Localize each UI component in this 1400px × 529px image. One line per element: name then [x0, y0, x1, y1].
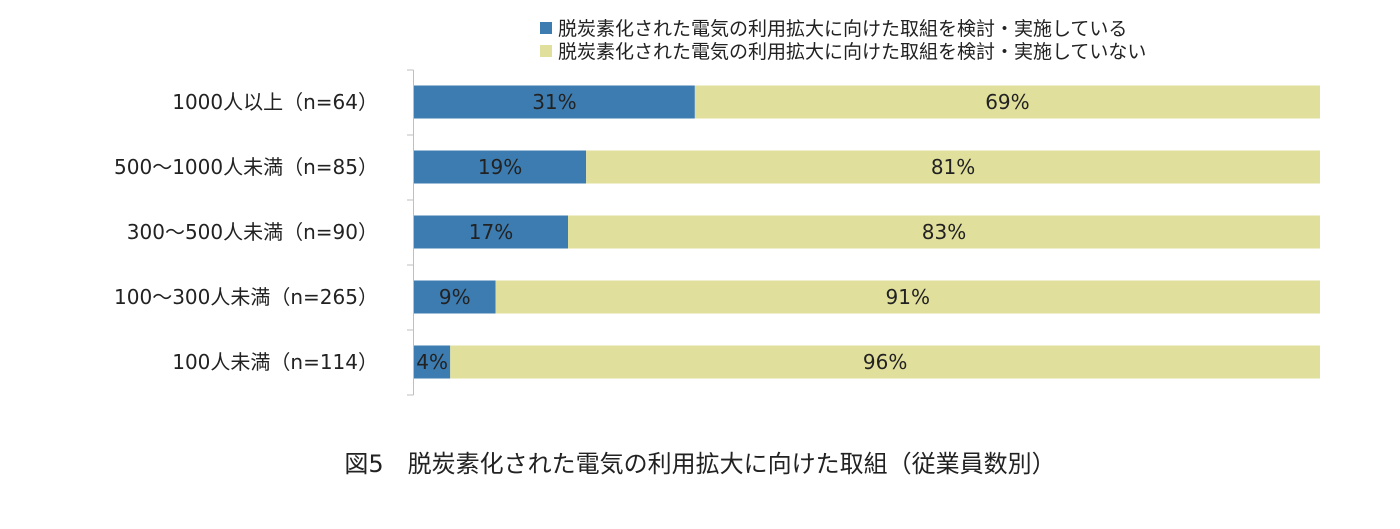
bar-segment-series-1 — [414, 85, 695, 119]
chart-legend: 脱炭素化された電気の利用拡大に向けた取組を検討・実施している脱炭素化された電気の… — [540, 18, 1146, 63]
data-label: 96% — [863, 350, 907, 374]
data-label: 4% — [416, 350, 448, 374]
stacked-bar-chart: 脱炭素化された電気の利用拡大に向けた取組を検討・実施している脱炭素化された電気の… — [114, 18, 1320, 396]
category-label: 1000人以上（n=64） — [172, 90, 378, 114]
bar-segment-series-1 — [414, 215, 569, 249]
category-label: 100～300人未満（n=265） — [114, 285, 378, 309]
data-label: 31% — [532, 90, 576, 114]
data-label: 17% — [469, 220, 513, 244]
legend-label-1: 脱炭素化された電気の利用拡大に向けた取組を検討・実施している — [558, 18, 1127, 40]
data-label: 81% — [931, 155, 975, 179]
category-label: 100人未満（n=114） — [172, 350, 378, 374]
bar-segment-series-1 — [414, 280, 496, 314]
category-label: 300～500人未満（n=90） — [127, 220, 378, 244]
legend-swatch-2 — [540, 45, 552, 57]
chart-axis — [407, 69, 414, 396]
bar-segment-series-2 — [586, 150, 1320, 184]
bar-segment-series-2 — [495, 280, 1320, 314]
category-labels: 1000人以上（n=64） 500～1000人未満（n=85） 300～500人未満… — [114, 90, 378, 374]
category-label: 500～1000人未満（n=85） — [114, 155, 378, 179]
data-label: 69% — [985, 90, 1029, 114]
data-label: 19% — [478, 155, 522, 179]
legend-swatch-1 — [540, 22, 552, 34]
bar-segment-series-2 — [694, 85, 1320, 119]
data-label: 91% — [886, 285, 930, 309]
data-label: 83% — [922, 220, 966, 244]
bar-segment-series-1 — [414, 345, 451, 379]
bar-segment-series-2 — [568, 215, 1320, 249]
bar-segment-series-1 — [414, 150, 587, 184]
chart-bars — [414, 85, 1320, 379]
bar-segment-series-2 — [450, 345, 1320, 379]
figure-caption: 図5 脱炭素化された電気の利用拡大に向けた取組（従業員数別） — [344, 450, 1056, 478]
legend-label-2: 脱炭素化された電気の利用拡大に向けた取組を検討・実施していない — [558, 41, 1146, 63]
value-labels: 31% 69% 19% 81% 17% 83% 9% 91% 4% 96% — [416, 90, 1029, 374]
data-label: 9% — [439, 285, 471, 309]
